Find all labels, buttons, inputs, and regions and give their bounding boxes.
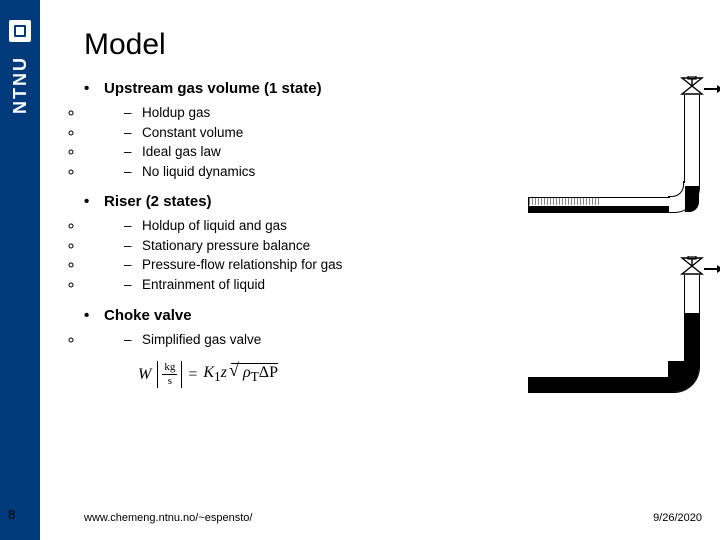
liquid-horizontal	[529, 378, 669, 392]
eq-k-sub: 1	[214, 370, 221, 385]
eq-unit-top: kg	[162, 361, 177, 375]
eq-z: z	[221, 364, 227, 381]
liquid-horizontal	[529, 206, 669, 212]
footer: www.chemeng.ntnu.no/~espensto/ 9/26/2020	[84, 512, 702, 524]
slide: NTNU Model Upstream gas volume (1 state)…	[0, 0, 720, 540]
eq-equals: =	[188, 366, 197, 384]
choke-valve-icon	[680, 76, 704, 98]
org-name: NTNU	[10, 56, 31, 114]
flow-arrow-icon	[704, 268, 720, 270]
eq-dp: ΔP	[259, 364, 278, 381]
eq-sqrt: ρTΔP	[231, 363, 278, 385]
footer-date: 9/26/2020	[653, 512, 702, 524]
liquid-vertical	[685, 186, 699, 212]
ntnu-logo-icon	[9, 20, 31, 42]
eq-rho: ρ	[243, 364, 251, 381]
liquid-vertical	[685, 313, 699, 365]
choke-valve-icon	[680, 256, 704, 278]
riser-diagram-low	[528, 80, 718, 225]
logo-inner-square-icon	[14, 25, 26, 37]
pipe-vertical	[684, 95, 700, 183]
slide-title: Model	[84, 28, 694, 62]
eq-rho-sub: T	[251, 370, 259, 385]
gas-shade	[529, 198, 599, 205]
footer-url: www.chemeng.ntnu.no/~espensto/	[84, 512, 252, 524]
eq-rhs: K1z ρTΔP	[203, 363, 278, 385]
page-number: 8	[8, 507, 15, 522]
liquid-elbow	[668, 361, 699, 392]
eq-k: K	[203, 364, 214, 381]
content-area: Model Upstream gas volume (1 state) Hold…	[40, 0, 720, 540]
list-item: Stationary pressure balance	[84, 236, 694, 256]
eq-unit-bracket: kg s	[157, 361, 182, 388]
flow-arrow-icon	[704, 88, 720, 90]
riser-diagram-high	[528, 260, 718, 405]
eq-unit-bot: s	[166, 375, 174, 388]
sidebar: NTNU	[0, 0, 40, 540]
eq-lhs-var: W	[138, 366, 151, 384]
